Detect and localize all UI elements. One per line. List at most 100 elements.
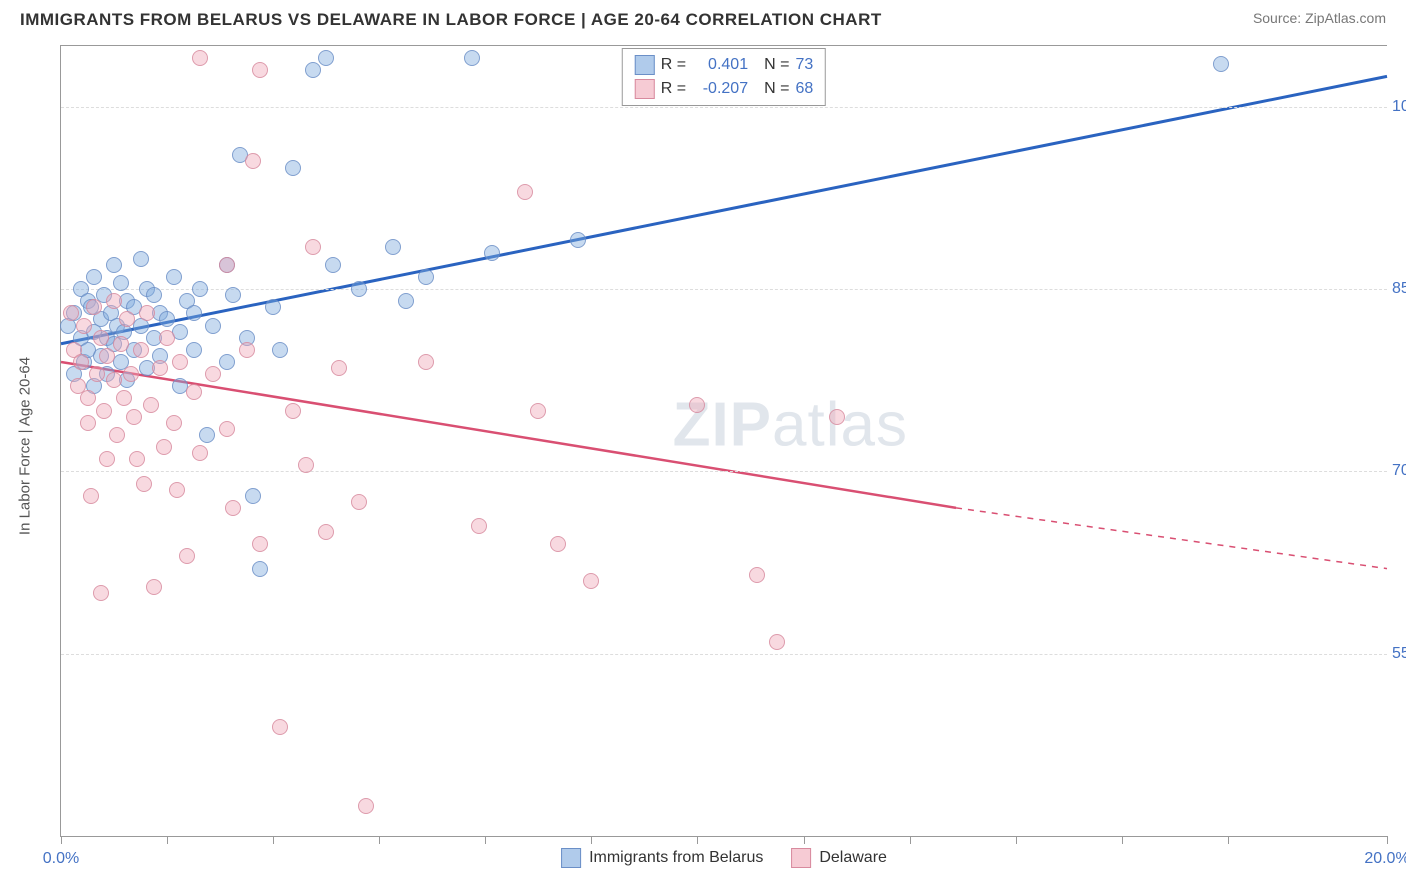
x-tick-mark	[1122, 836, 1123, 844]
bottom-legend: Immigrants from Belarus Delaware	[561, 848, 887, 868]
x-tick-mark	[1016, 836, 1017, 844]
data-point	[252, 62, 268, 78]
data-point	[351, 494, 367, 510]
data-point	[550, 536, 566, 552]
data-point	[126, 409, 142, 425]
r-label: R =	[661, 56, 686, 74]
data-point	[129, 451, 145, 467]
x-tick-mark	[804, 836, 805, 844]
chart-source: Source: ZipAtlas.com	[1253, 10, 1386, 26]
data-point	[96, 403, 112, 419]
data-point	[186, 384, 202, 400]
data-point	[318, 524, 334, 540]
x-tick-mark	[1387, 836, 1388, 844]
n-value-blue: 73	[795, 56, 813, 74]
data-point	[133, 251, 149, 267]
data-point	[179, 548, 195, 564]
data-point	[219, 354, 235, 370]
data-point	[318, 50, 334, 66]
data-point	[192, 50, 208, 66]
plot-area: ZIPatlas R = 0.401 N = 73 R = -0.207 N =…	[60, 45, 1387, 837]
x-tick-mark	[61, 836, 62, 844]
y-tick-label: 100.0%	[1392, 98, 1406, 116]
data-point	[169, 482, 185, 498]
data-point	[245, 488, 261, 504]
swatch-pink-icon	[791, 848, 811, 868]
data-point	[83, 488, 99, 504]
data-point	[93, 585, 109, 601]
data-point	[225, 287, 241, 303]
swatch-blue-icon	[561, 848, 581, 868]
data-point	[252, 561, 268, 577]
r-label: R =	[661, 80, 686, 98]
y-tick-label: 70.0%	[1392, 462, 1406, 480]
data-point	[186, 342, 202, 358]
data-point	[219, 257, 235, 273]
data-point	[106, 293, 122, 309]
x-tick-mark	[167, 836, 168, 844]
data-point	[116, 390, 132, 406]
data-point	[80, 415, 96, 431]
legend-item-blue: Immigrants from Belarus	[561, 848, 763, 868]
chart-title: IMMIGRANTS FROM BELARUS VS DELAWARE IN L…	[20, 10, 882, 30]
data-point	[106, 257, 122, 273]
data-point	[245, 153, 261, 169]
data-point	[106, 372, 122, 388]
data-point	[298, 457, 314, 473]
data-point	[166, 415, 182, 431]
y-tick-label: 55.0%	[1392, 645, 1406, 663]
data-point	[205, 366, 221, 382]
x-tick-mark	[485, 836, 486, 844]
data-point	[63, 305, 79, 321]
y-tick-label: 85.0%	[1392, 280, 1406, 298]
data-point	[139, 305, 155, 321]
data-point	[471, 518, 487, 534]
r-value-pink: -0.207	[692, 80, 748, 98]
correlation-row-pink: R = -0.207 N = 68	[635, 77, 813, 101]
gridline	[61, 654, 1387, 655]
x-tick-mark	[273, 836, 274, 844]
data-point	[152, 360, 168, 376]
data-point	[829, 409, 845, 425]
n-label: N =	[764, 80, 789, 98]
data-point	[305, 239, 321, 255]
data-point	[769, 634, 785, 650]
x-tick-mark	[697, 836, 698, 844]
data-point	[89, 366, 105, 382]
data-point	[570, 232, 586, 248]
data-point	[205, 318, 221, 334]
data-point	[385, 239, 401, 255]
data-point	[285, 160, 301, 176]
swatch-blue-icon	[635, 55, 655, 75]
data-point	[156, 439, 172, 455]
data-point	[192, 281, 208, 297]
chart-header: IMMIGRANTS FROM BELARUS VS DELAWARE IN L…	[0, 0, 1406, 35]
data-point	[265, 299, 281, 315]
data-point	[113, 275, 129, 291]
data-point	[146, 287, 162, 303]
y-axis-label: In Labor Force | Age 20-64	[17, 357, 34, 535]
data-point	[1213, 56, 1229, 72]
data-point	[219, 421, 235, 437]
data-point	[272, 719, 288, 735]
data-point	[73, 354, 89, 370]
r-value-blue: 0.401	[692, 56, 748, 74]
data-point	[86, 269, 102, 285]
legend-item-pink: Delaware	[791, 848, 887, 868]
x-tick-mark	[910, 836, 911, 844]
x-tick-mark	[591, 836, 592, 844]
data-point	[80, 390, 96, 406]
data-point	[530, 403, 546, 419]
data-point	[76, 318, 92, 334]
data-point	[305, 62, 321, 78]
data-point	[133, 342, 149, 358]
legend-label: Delaware	[819, 849, 887, 867]
data-point	[358, 798, 374, 814]
data-point	[749, 567, 765, 583]
x-tick-mark	[1228, 836, 1229, 844]
data-point	[123, 366, 139, 382]
data-point	[199, 427, 215, 443]
correlation-row-blue: R = 0.401 N = 73	[635, 53, 813, 77]
data-point	[119, 311, 135, 327]
data-point	[186, 305, 202, 321]
